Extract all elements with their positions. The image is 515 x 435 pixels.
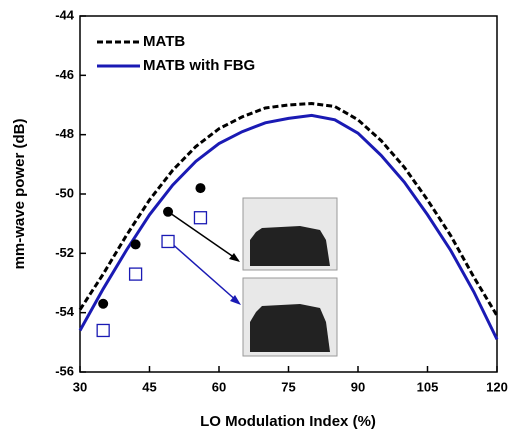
data-point	[163, 206, 174, 217]
y-tick-label: -52	[55, 245, 74, 260]
y-tick-label: -46	[55, 67, 74, 82]
y-tick-label: -48	[55, 126, 74, 141]
data-point	[98, 298, 109, 309]
x-tick-label: 105	[417, 379, 439, 394]
x-tick-label: 90	[351, 379, 365, 394]
y-tick-label: -44	[55, 7, 75, 22]
legend-label: MATB with FBG	[143, 57, 255, 74]
data-point	[96, 323, 110, 338]
arrow	[169, 212, 239, 261]
spectrum-trace	[250, 226, 330, 266]
x-axis-label: LO Modulation Index (%)	[200, 413, 376, 430]
arrow-head	[230, 295, 241, 305]
data-point	[161, 234, 175, 249]
data-point	[195, 183, 206, 194]
x-tick-label: 30	[73, 379, 87, 394]
arrow	[169, 241, 239, 303]
data-point	[130, 239, 141, 250]
x-tick-label: 45	[142, 379, 156, 394]
data-point	[128, 267, 143, 281]
arrow-head	[229, 253, 240, 262]
spectrum-trace	[250, 304, 330, 352]
y-axis-label: mm-wave power (dB)	[11, 119, 28, 270]
data-point	[193, 211, 208, 225]
x-tick-label: 75	[281, 379, 295, 394]
y-tick-label: -56	[55, 363, 74, 378]
x-tick-label: 120	[486, 379, 508, 394]
x-tick-label: 60	[212, 379, 226, 394]
series-line	[78, 113, 499, 341]
series-line	[78, 102, 499, 317]
y-tick-label: -50	[55, 185, 74, 200]
y-tick-label: -54	[55, 304, 75, 319]
legend-label: MATB	[143, 33, 185, 50]
inset-spectra	[169, 197, 338, 357]
